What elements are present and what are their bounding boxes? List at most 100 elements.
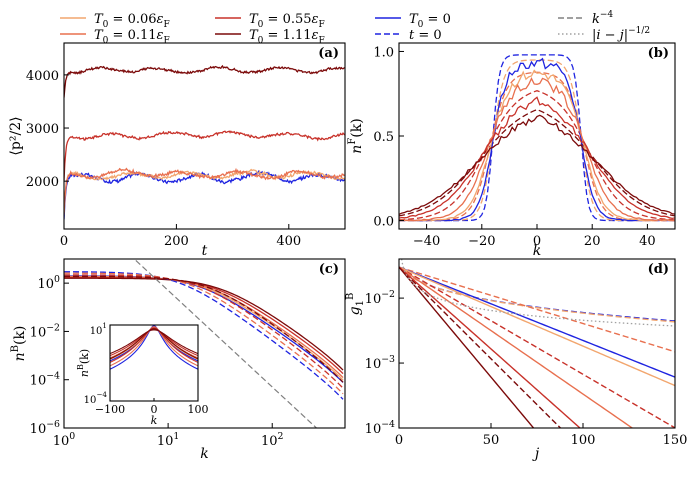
tick-base: 10	[30, 422, 47, 437]
axes-frame	[398, 42, 676, 230]
x-tick-label: 0	[60, 234, 68, 249]
legend-unit-sub: F	[164, 36, 170, 46]
series-line-T055	[399, 266, 582, 428]
tick-exponent: −3	[381, 354, 395, 365]
legend-unit: ε	[312, 12, 319, 27]
legend-symbol: T	[409, 12, 419, 27]
series-line-T055	[399, 96, 675, 220]
x-axis-label: k	[200, 446, 208, 462]
inset-y-n: n	[78, 370, 91, 377]
axes-frame	[63, 258, 346, 429]
y-axis-label: ⟨p²/2⟩	[8, 116, 24, 155]
legend-sup: −4	[600, 10, 614, 20]
x-tick-label: 100	[53, 431, 76, 449]
legend-symbol: k	[592, 12, 600, 27]
series-line-T055	[399, 90, 675, 221]
inset-y-sup: B	[76, 364, 85, 370]
legend-unit: ε	[157, 12, 164, 27]
y-axis-label: g1B	[345, 293, 366, 316]
series-line-T006	[399, 266, 675, 387]
legend-value: = 0	[423, 12, 450, 27]
tick-exponent: 2	[278, 431, 284, 442]
x-tick-label: 200	[164, 234, 189, 249]
y-axis-sup: B	[345, 293, 356, 300]
x-tick-label: 400	[276, 234, 301, 249]
tick-exponent: −4	[96, 390, 107, 399]
tick-base: 10	[90, 326, 103, 337]
y-tick-label: 0.5	[373, 130, 394, 145]
inset-line-T111	[110, 329, 198, 355]
tick-base: 10	[30, 374, 47, 389]
inset-y-axis-label: nB(k)	[76, 349, 91, 377]
tick-exponent: −2	[46, 322, 60, 333]
tick-base: 10	[365, 357, 382, 372]
legend-value: = 0.11	[108, 28, 156, 43]
legend-value: = 0.55	[263, 12, 311, 27]
series-line-T011	[64, 272, 344, 395]
inset-x-axis-label: k	[151, 414, 158, 427]
legend-sub: 0	[258, 20, 264, 30]
legend-unit-sub: F	[164, 20, 170, 30]
y-tick-label: 2000	[26, 175, 59, 190]
panel-a: 0 200 400 2000 3000 4000 t ⟨p²/2⟩ (a)	[8, 42, 346, 259]
inset-line-T055	[110, 327, 198, 363]
y-tick-label: 10−4	[30, 371, 60, 389]
series-line-T111	[399, 266, 562, 428]
y-axis-arg: (k)	[12, 326, 28, 345]
legend-unit: ε	[312, 28, 319, 43]
tick-base: 10	[261, 434, 278, 449]
reference-line-k4	[133, 259, 318, 428]
tick-exponent: 1	[173, 431, 179, 442]
series-line-T055	[64, 130, 345, 181]
series-line-T055	[399, 266, 675, 428]
legend-symbol: t	[409, 28, 415, 43]
tick-exponent: −2	[381, 289, 395, 300]
series-line-T0	[64, 169, 345, 220]
legend-sub: 0	[103, 20, 109, 30]
y-axis-n: n	[349, 145, 365, 154]
x-tick-label: 0	[533, 234, 541, 249]
legend-label-T0: T0 = 0	[409, 12, 451, 30]
tick-base: 10	[30, 325, 47, 340]
legend-unit: ε	[157, 28, 164, 43]
inset-x-tick-label: 0	[151, 403, 158, 416]
legend-symbol: T	[249, 28, 259, 43]
tick-exponent: −6	[46, 419, 60, 430]
legend-symbol: T	[94, 12, 104, 27]
legend-sub: 0	[258, 36, 264, 46]
y-tick-label: 1.0	[373, 45, 394, 60]
series-line-T111	[64, 275, 344, 383]
x-tick-label: 101	[157, 431, 180, 449]
tick-base: 10	[157, 434, 174, 449]
legend-symbol: T	[94, 28, 104, 43]
inset-line-t0	[110, 325, 198, 370]
tick-exponent: 1	[102, 321, 107, 330]
x-axis-label: k	[533, 243, 541, 259]
tick-base: 10	[84, 395, 97, 406]
legend-value: = 0.06	[108, 12, 156, 27]
legend-sub: 0	[103, 36, 109, 46]
series-line-t0	[64, 271, 344, 400]
panel-label: (d)	[648, 262, 669, 277]
legend-symbol: |i − j|	[592, 28, 628, 43]
y-tick-label: 100	[38, 274, 61, 292]
legend-label-T111: T0 = 1.11εF	[249, 28, 325, 46]
series-line-T011	[399, 266, 634, 428]
axes-frame	[63, 42, 346, 230]
x-tick-label: 102	[261, 431, 284, 449]
inset-line-T111	[110, 328, 198, 360]
legend-sup: −1/2	[628, 26, 650, 36]
tick-base: 10	[365, 422, 382, 437]
series-line-T011	[64, 167, 345, 213]
series-line-T006	[399, 69, 675, 222]
legend-symbol: T	[249, 12, 259, 27]
series-line-T111	[64, 277, 344, 371]
series-line-t0	[399, 266, 675, 322]
tick-exponent: −4	[381, 419, 395, 430]
legend-unit-sub: F	[319, 20, 325, 30]
tick-base: 10	[365, 292, 382, 307]
